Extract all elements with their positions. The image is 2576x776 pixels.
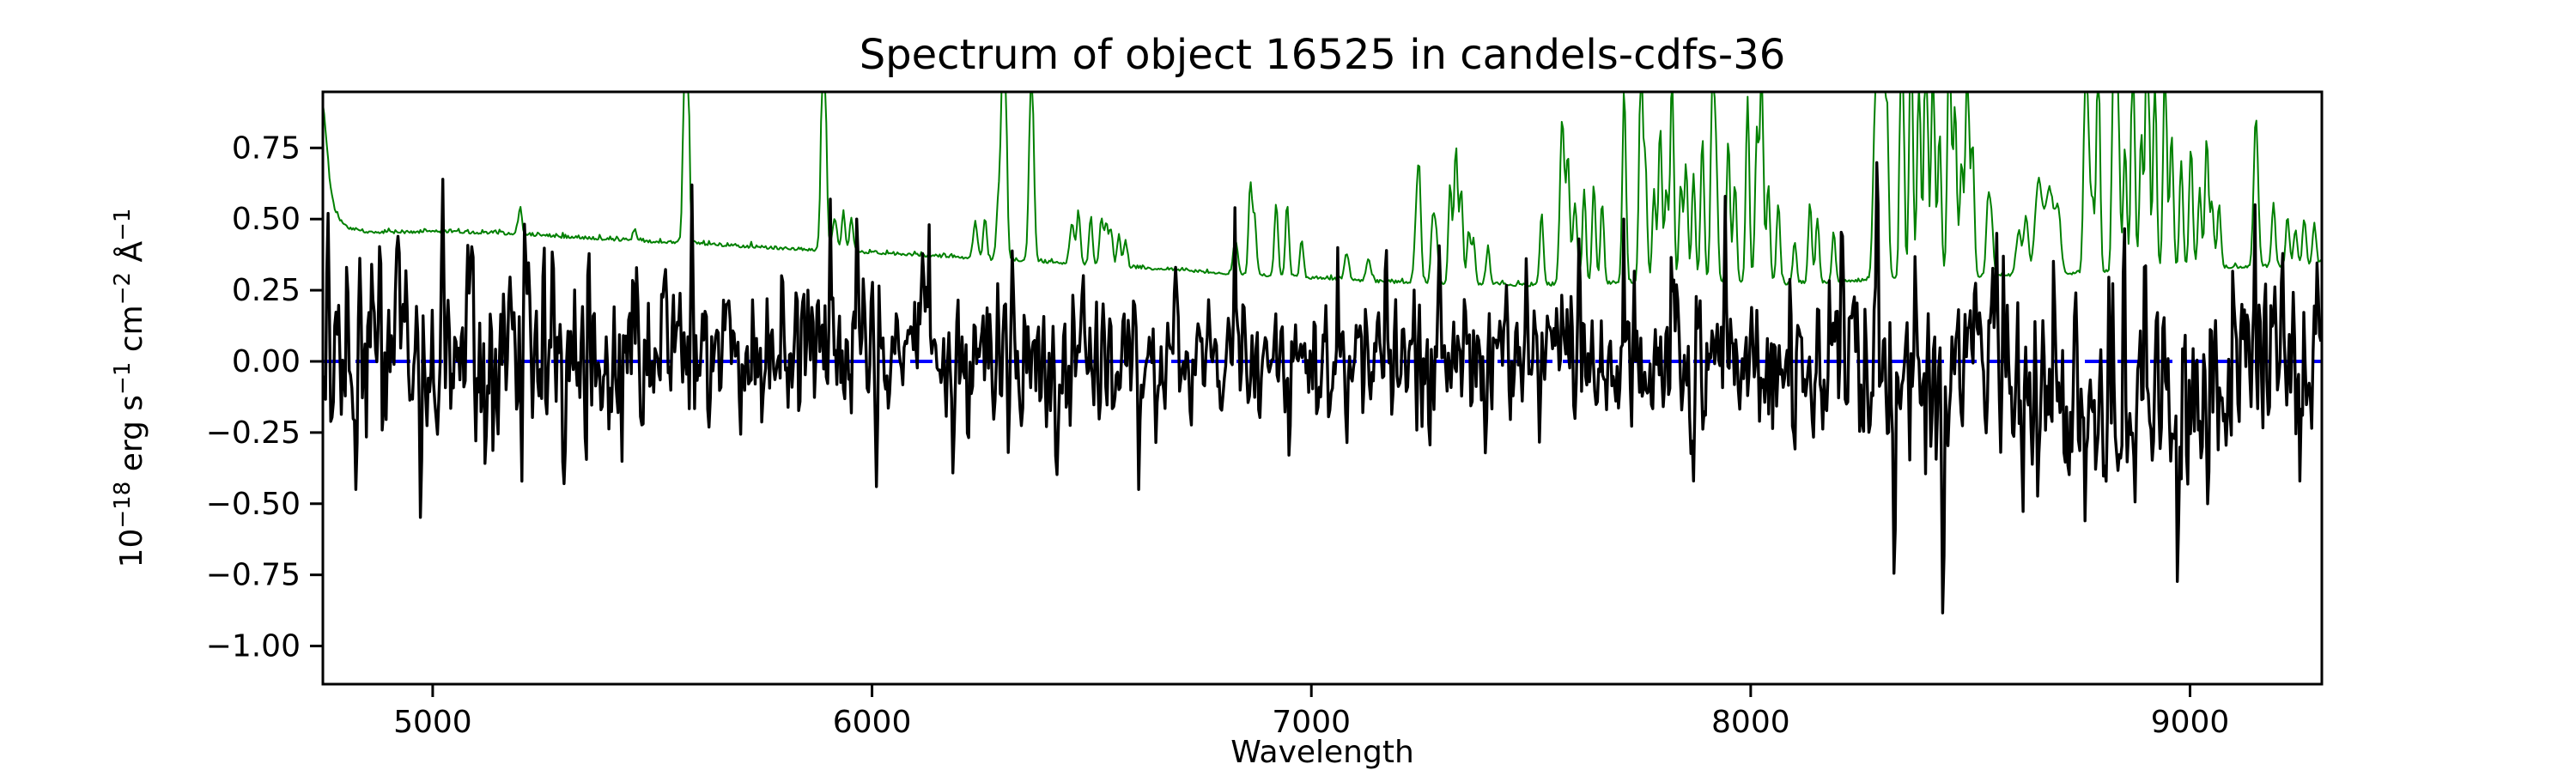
y-tick-label: −0.75	[206, 558, 301, 593]
x-axis-label: Wavelength	[1230, 735, 1414, 770]
x-tick-label: 5000	[393, 705, 472, 740]
x-tick-label: 9000	[2151, 705, 2230, 740]
data-series-layer	[323, 92, 2322, 615]
chart-title: Spectrum of object 16525 in candels-cdfs…	[860, 31, 1786, 79]
y-tick-label: −0.25	[206, 415, 301, 451]
flux-spectrum-line	[323, 161, 2322, 615]
y-tick-label: −1.00	[206, 629, 301, 664]
x-tick-label: 7000	[1272, 705, 1351, 740]
y-tick-label: 0.25	[232, 273, 301, 308]
x-axis-ticks: 5000 6000 7000 8000 9000	[393, 684, 2229, 740]
y-axis-ticks: −1.00 −0.75 −0.50 −0.25 0.00 0.25 0.50 0.75	[206, 130, 323, 664]
x-tick-label: 8000	[1711, 705, 1790, 740]
noise-spectrum-line	[323, 92, 2322, 288]
y-tick-label: −0.50	[206, 487, 301, 522]
y-tick-label: 0.75	[232, 130, 301, 166]
plot-frame	[321, 90, 2324, 686]
y-axis-label: 10−18 erg s−1 cm−2 Å−1	[110, 209, 149, 568]
y-tick-label: 0.00	[232, 344, 301, 379]
x-tick-label: 6000	[833, 705, 912, 740]
y-tick-label: 0.50	[232, 202, 301, 237]
